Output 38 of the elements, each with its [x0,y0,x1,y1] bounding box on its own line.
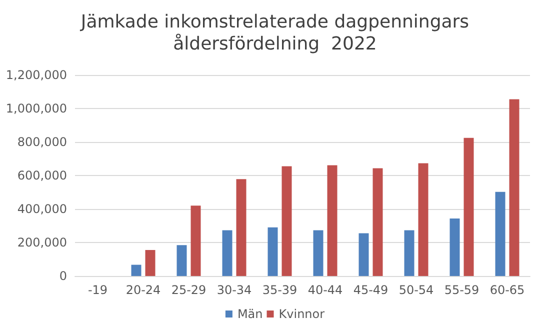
x-tick-label: 45-49 [353,283,388,297]
y-tick-label: 800,000 [17,135,67,149]
bar [418,163,428,276]
legend-label: Män [237,307,263,321]
bar [495,192,506,276]
bar [268,227,278,276]
x-tick-label: 60-65 [490,283,525,297]
x-tick-label: 55-59 [444,283,480,297]
bar [404,230,414,276]
y-tick-label: 400,000 [17,202,67,216]
x-tick-label: 20-24 [126,283,161,297]
bar [509,99,520,276]
y-tick-label: 1,200,000 [6,68,67,82]
x-tick-label: 35-39 [262,283,298,297]
bar [131,264,142,276]
bar [190,206,201,276]
bar [236,179,246,276]
bar [372,168,383,276]
bar [327,165,338,276]
x-tick-label: 50-54 [398,283,434,297]
y-tick-label: 1,000,000 [6,102,67,116]
x-tick-label: 25-29 [171,283,206,297]
bar [176,245,187,276]
chart-title: Jämkade inkomstrelaterade dagpenningars åldersfördelning 2022 [80,12,470,54]
x-tick-label: -19 [88,283,108,297]
bar [222,230,232,276]
bar [464,138,474,276]
bar [450,218,460,276]
y-tick-label: 600,000 [17,168,67,182]
bar [145,250,156,276]
y-tick-label: 200,000 [17,236,67,250]
y-tick-label: 0 [59,269,67,283]
bar [313,230,324,276]
legend-label: Kvinnor [278,307,325,321]
x-tick-label: 40-44 [308,283,343,297]
x-tick-label: 30-34 [216,283,252,297]
bar [358,233,369,276]
bar [282,166,292,276]
